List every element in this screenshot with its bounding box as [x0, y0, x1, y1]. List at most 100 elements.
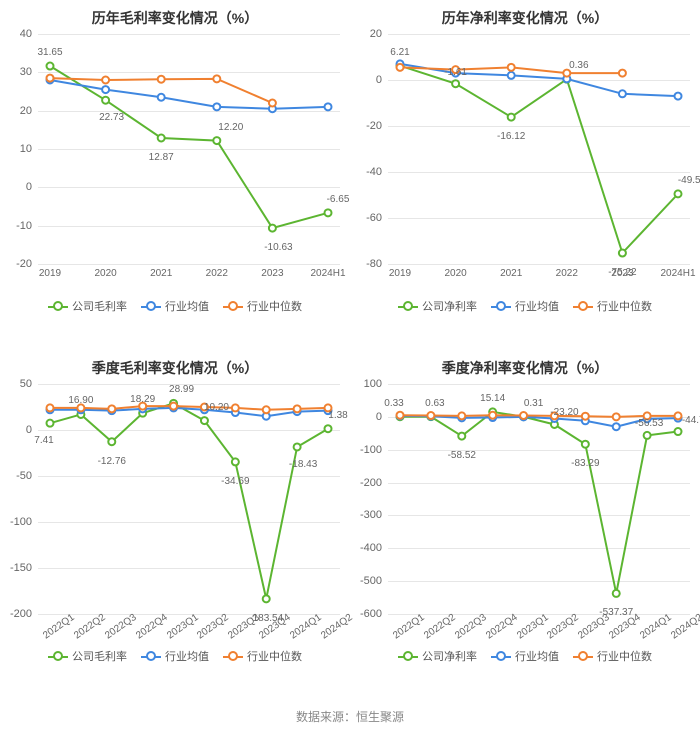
- series-line-company: [50, 403, 328, 599]
- series-marker-company: [47, 63, 54, 70]
- series-marker-industry_median: [170, 403, 177, 410]
- legend-item-industry_avg: 行业均值: [141, 298, 209, 314]
- x-tick-label: 2022: [206, 264, 228, 279]
- x-tick-label: 2019: [39, 264, 61, 279]
- series-marker-industry_median: [508, 64, 515, 71]
- y-tick-label: -400: [360, 542, 388, 554]
- plot-area: -20-10010203040201920202021202220232024H…: [38, 34, 340, 264]
- y-tick-label: -40: [366, 166, 388, 178]
- y-tick-label: -200: [360, 477, 388, 489]
- legend-label: 行业中位数: [597, 648, 652, 664]
- chart-title: 季度毛利率变化情况（%）: [4, 358, 346, 378]
- y-tick-label: -20: [16, 258, 38, 270]
- y-tick-label: -50: [16, 470, 38, 482]
- series-marker-company: [675, 190, 682, 197]
- legend: 公司净利率 行业均值 行业中位数: [354, 298, 696, 314]
- series-marker-industry_median: [644, 412, 651, 419]
- y-tick-label: 20: [20, 105, 38, 117]
- series-marker-company: [263, 595, 270, 602]
- series-marker-industry_median: [397, 64, 404, 71]
- y-tick-label: 0: [26, 424, 38, 436]
- series-marker-company: [232, 458, 239, 465]
- series-line-company: [400, 412, 678, 594]
- plot-area: -80-60-40-20020201920202021202220232024H…: [388, 34, 690, 264]
- series-line-industry_avg: [50, 80, 328, 109]
- legend-label: 行业中位数: [247, 298, 302, 314]
- legend-swatch: [398, 651, 418, 661]
- series-marker-industry_median: [269, 100, 276, 107]
- legend-item-gross_company: 公司毛利率: [48, 298, 127, 314]
- chart-title: 季度净利率变化情况（%）: [354, 358, 696, 378]
- legend: 公司净利率 行业均值 行业中位数: [354, 648, 696, 664]
- legend-label: 行业均值: [165, 298, 209, 314]
- series-marker-industry_median: [397, 412, 404, 419]
- series-marker-company: [269, 225, 276, 232]
- chart-quarter-net: 季度净利率变化情况（%） -600-500-400-300-200-100010…: [350, 350, 700, 700]
- series-svg: [388, 384, 690, 614]
- series-marker-industry_median: [613, 413, 620, 420]
- x-tick-label: 2019: [389, 264, 411, 279]
- legend-item-industry_avg: 行业均值: [491, 648, 559, 664]
- series-marker-industry_median: [263, 406, 270, 413]
- legend-swatch: [573, 651, 593, 661]
- legend-label: 行业中位数: [597, 298, 652, 314]
- legend-item-industry_avg: 行业均值: [141, 648, 209, 664]
- series-marker-industry_median: [458, 412, 465, 419]
- series-marker-company: [47, 420, 54, 427]
- legend-item-industry_avg: 行业均值: [491, 298, 559, 314]
- legend-label: 行业均值: [515, 648, 559, 664]
- legend-label: 行业中位数: [247, 648, 302, 664]
- y-tick-label: 0: [376, 74, 388, 86]
- series-marker-industry_median: [619, 70, 626, 77]
- chart-title: 历年毛利率变化情况（%）: [4, 8, 346, 28]
- series-svg: [388, 34, 690, 264]
- legend-label: 公司净利率: [422, 298, 477, 314]
- series-marker-industry_median: [582, 413, 589, 420]
- series-marker-company: [644, 432, 651, 439]
- y-tick-label: -200: [10, 608, 38, 620]
- series-marker-industry_median: [520, 412, 527, 419]
- series-marker-industry_median: [427, 412, 434, 419]
- legend-label: 公司毛利率: [72, 648, 127, 664]
- series-marker-industry_avg: [325, 103, 332, 110]
- series-line-company: [50, 66, 328, 228]
- y-tick-label: 30: [20, 66, 38, 78]
- series-marker-company: [613, 590, 620, 597]
- y-tick-label: 10: [20, 143, 38, 155]
- x-tick-label: 2023: [261, 264, 283, 279]
- series-marker-industry_median: [232, 404, 239, 411]
- legend-swatch: [223, 651, 243, 661]
- series-marker-industry_median: [77, 404, 84, 411]
- series-marker-company: [158, 134, 165, 141]
- legend-item-net_company: 公司净利率: [398, 648, 477, 664]
- legend-swatch: [573, 301, 593, 311]
- chart-annual-net: 历年净利率变化情况（%） -80-60-40-20020201920202021…: [350, 0, 700, 350]
- legend-label: 公司毛利率: [72, 298, 127, 314]
- series-marker-industry_median: [489, 412, 496, 419]
- legend-label: 行业均值: [515, 298, 559, 314]
- series-marker-industry_median: [294, 405, 301, 412]
- legend: 公司毛利率 行业均值 行业中位数: [4, 298, 346, 314]
- series-marker-company: [675, 428, 682, 435]
- x-tick-label: 2024H1: [660, 264, 695, 279]
- y-tick-label: 0: [376, 411, 388, 423]
- series-marker-company: [619, 250, 626, 257]
- legend-swatch: [398, 301, 418, 311]
- legend-item-net_company: 公司净利率: [398, 298, 477, 314]
- series-svg: [38, 34, 340, 264]
- x-tick-label: 2021: [150, 264, 172, 279]
- series-marker-industry_avg: [213, 103, 220, 110]
- chart-annual-gross: 历年毛利率变化情况（%） -20-10010203040201920202021…: [0, 0, 350, 350]
- series-line-industry_median: [400, 415, 678, 417]
- chart-title: 历年净利率变化情况（%）: [354, 8, 696, 28]
- series-marker-industry_avg: [613, 423, 620, 430]
- series-marker-industry_median: [563, 70, 570, 77]
- legend-swatch: [491, 301, 511, 311]
- data-source-footer: 数据来源：恒生聚源: [0, 700, 700, 735]
- y-tick-label: -20: [366, 120, 388, 132]
- series-marker-industry_median: [47, 75, 54, 82]
- series-marker-industry_avg: [158, 94, 165, 101]
- chart-grid: 历年毛利率变化情况（%） -20-10010203040201920202021…: [0, 0, 700, 700]
- legend-swatch: [141, 651, 161, 661]
- series-marker-company: [201, 417, 208, 424]
